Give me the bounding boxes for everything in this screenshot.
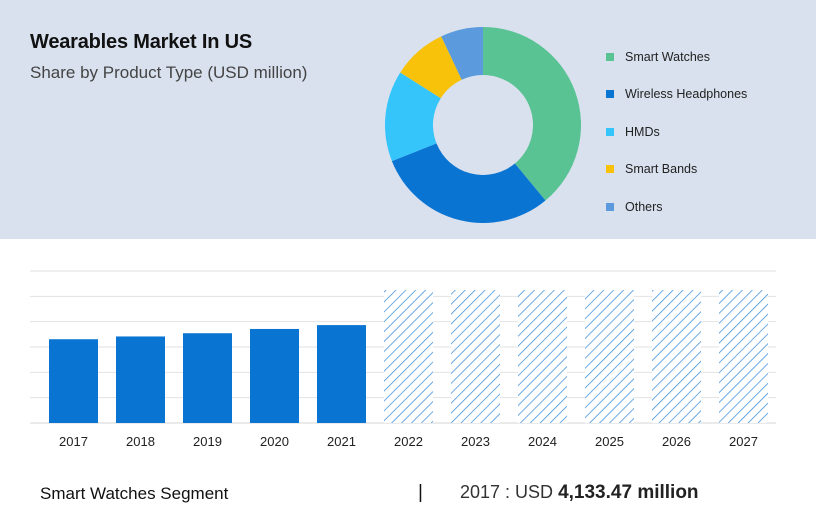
legend-item: Others — [606, 188, 806, 226]
legend-item: HMDs — [606, 113, 806, 151]
header-panel: Wearables Market In US Share by Product … — [0, 0, 816, 239]
x-tick-label: 2022 — [394, 434, 423, 449]
footer-value-prefix: 2017 : USD — [460, 482, 554, 502]
donut-slice-smart-bands — [400, 36, 462, 99]
projected-bar-2026 — [652, 290, 701, 423]
x-tick-label: 2020 — [260, 434, 289, 449]
legend-label: Wireless Headphones — [625, 87, 748, 102]
legend-label: HMDs — [625, 124, 660, 139]
x-tick-label: 2024 — [528, 434, 557, 449]
legend-swatch — [606, 127, 614, 136]
legend-label: Smart Bands — [625, 162, 698, 177]
bar-2019 — [183, 333, 232, 423]
donut-slice-smart-watches — [483, 27, 581, 201]
x-tick-label: 2025 — [595, 434, 624, 449]
projected-bar-2022 — [384, 290, 433, 423]
projected-bar-2025 — [585, 290, 634, 423]
x-tick-label: 2021 — [327, 434, 356, 449]
donut-slice-hmds — [385, 72, 441, 162]
donut-slice-wireless-headphones — [391, 143, 546, 223]
bar-2020 — [250, 328, 299, 423]
legend-label: Others — [625, 199, 663, 214]
x-tick-label: 2019 — [193, 434, 222, 449]
x-tick-label: 2027 — [729, 434, 758, 449]
legend-label: Smart Watches — [625, 49, 710, 64]
legend-swatch — [606, 90, 614, 99]
bar-2018 — [116, 336, 165, 423]
legend-swatch — [606, 165, 614, 174]
footer: Smart Watches Segment | 2017 : USD 4,133… — [0, 458, 816, 528]
projected-bar-2024 — [518, 290, 567, 423]
donut-chart — [385, 27, 581, 223]
bar-2021 — [317, 325, 366, 423]
legend-swatch — [606, 52, 614, 61]
bar-2017 — [49, 339, 98, 423]
donut-slice-others — [441, 27, 483, 80]
donut-legend: Smart Watches Wireless Headphones HMDs Smar… — [606, 38, 806, 226]
footer-separator: | — [418, 482, 423, 503]
legend-item: Smart Bands — [606, 151, 806, 189]
x-tick-label: 2018 — [126, 434, 155, 449]
legend-item: Wireless Headphones — [606, 76, 806, 114]
x-tick-label: 2017 — [59, 434, 88, 449]
footer-segment-label: Smart Watches Segment — [40, 484, 229, 503]
x-tick-label: 2023 — [461, 434, 490, 449]
chart-title: Wearables Market In US — [30, 31, 252, 53]
footer-value: 2017 : USD 4,133.47 million — [460, 482, 699, 504]
legend-swatch — [606, 202, 614, 211]
projected-bar-2027 — [719, 290, 768, 423]
legend-item: Smart Watches — [606, 38, 806, 76]
projected-bar-2023 — [451, 290, 500, 423]
footer-value-amount: 4,133.47 million — [558, 482, 699, 503]
bar-chart: 2017 2018 2019 2020 2021 2022 2023 2024 2025 2026… — [30, 270, 776, 449]
x-tick-label: 2026 — [662, 434, 691, 449]
chart-subtitle: Share by Product Type (USD million) — [30, 63, 308, 82]
